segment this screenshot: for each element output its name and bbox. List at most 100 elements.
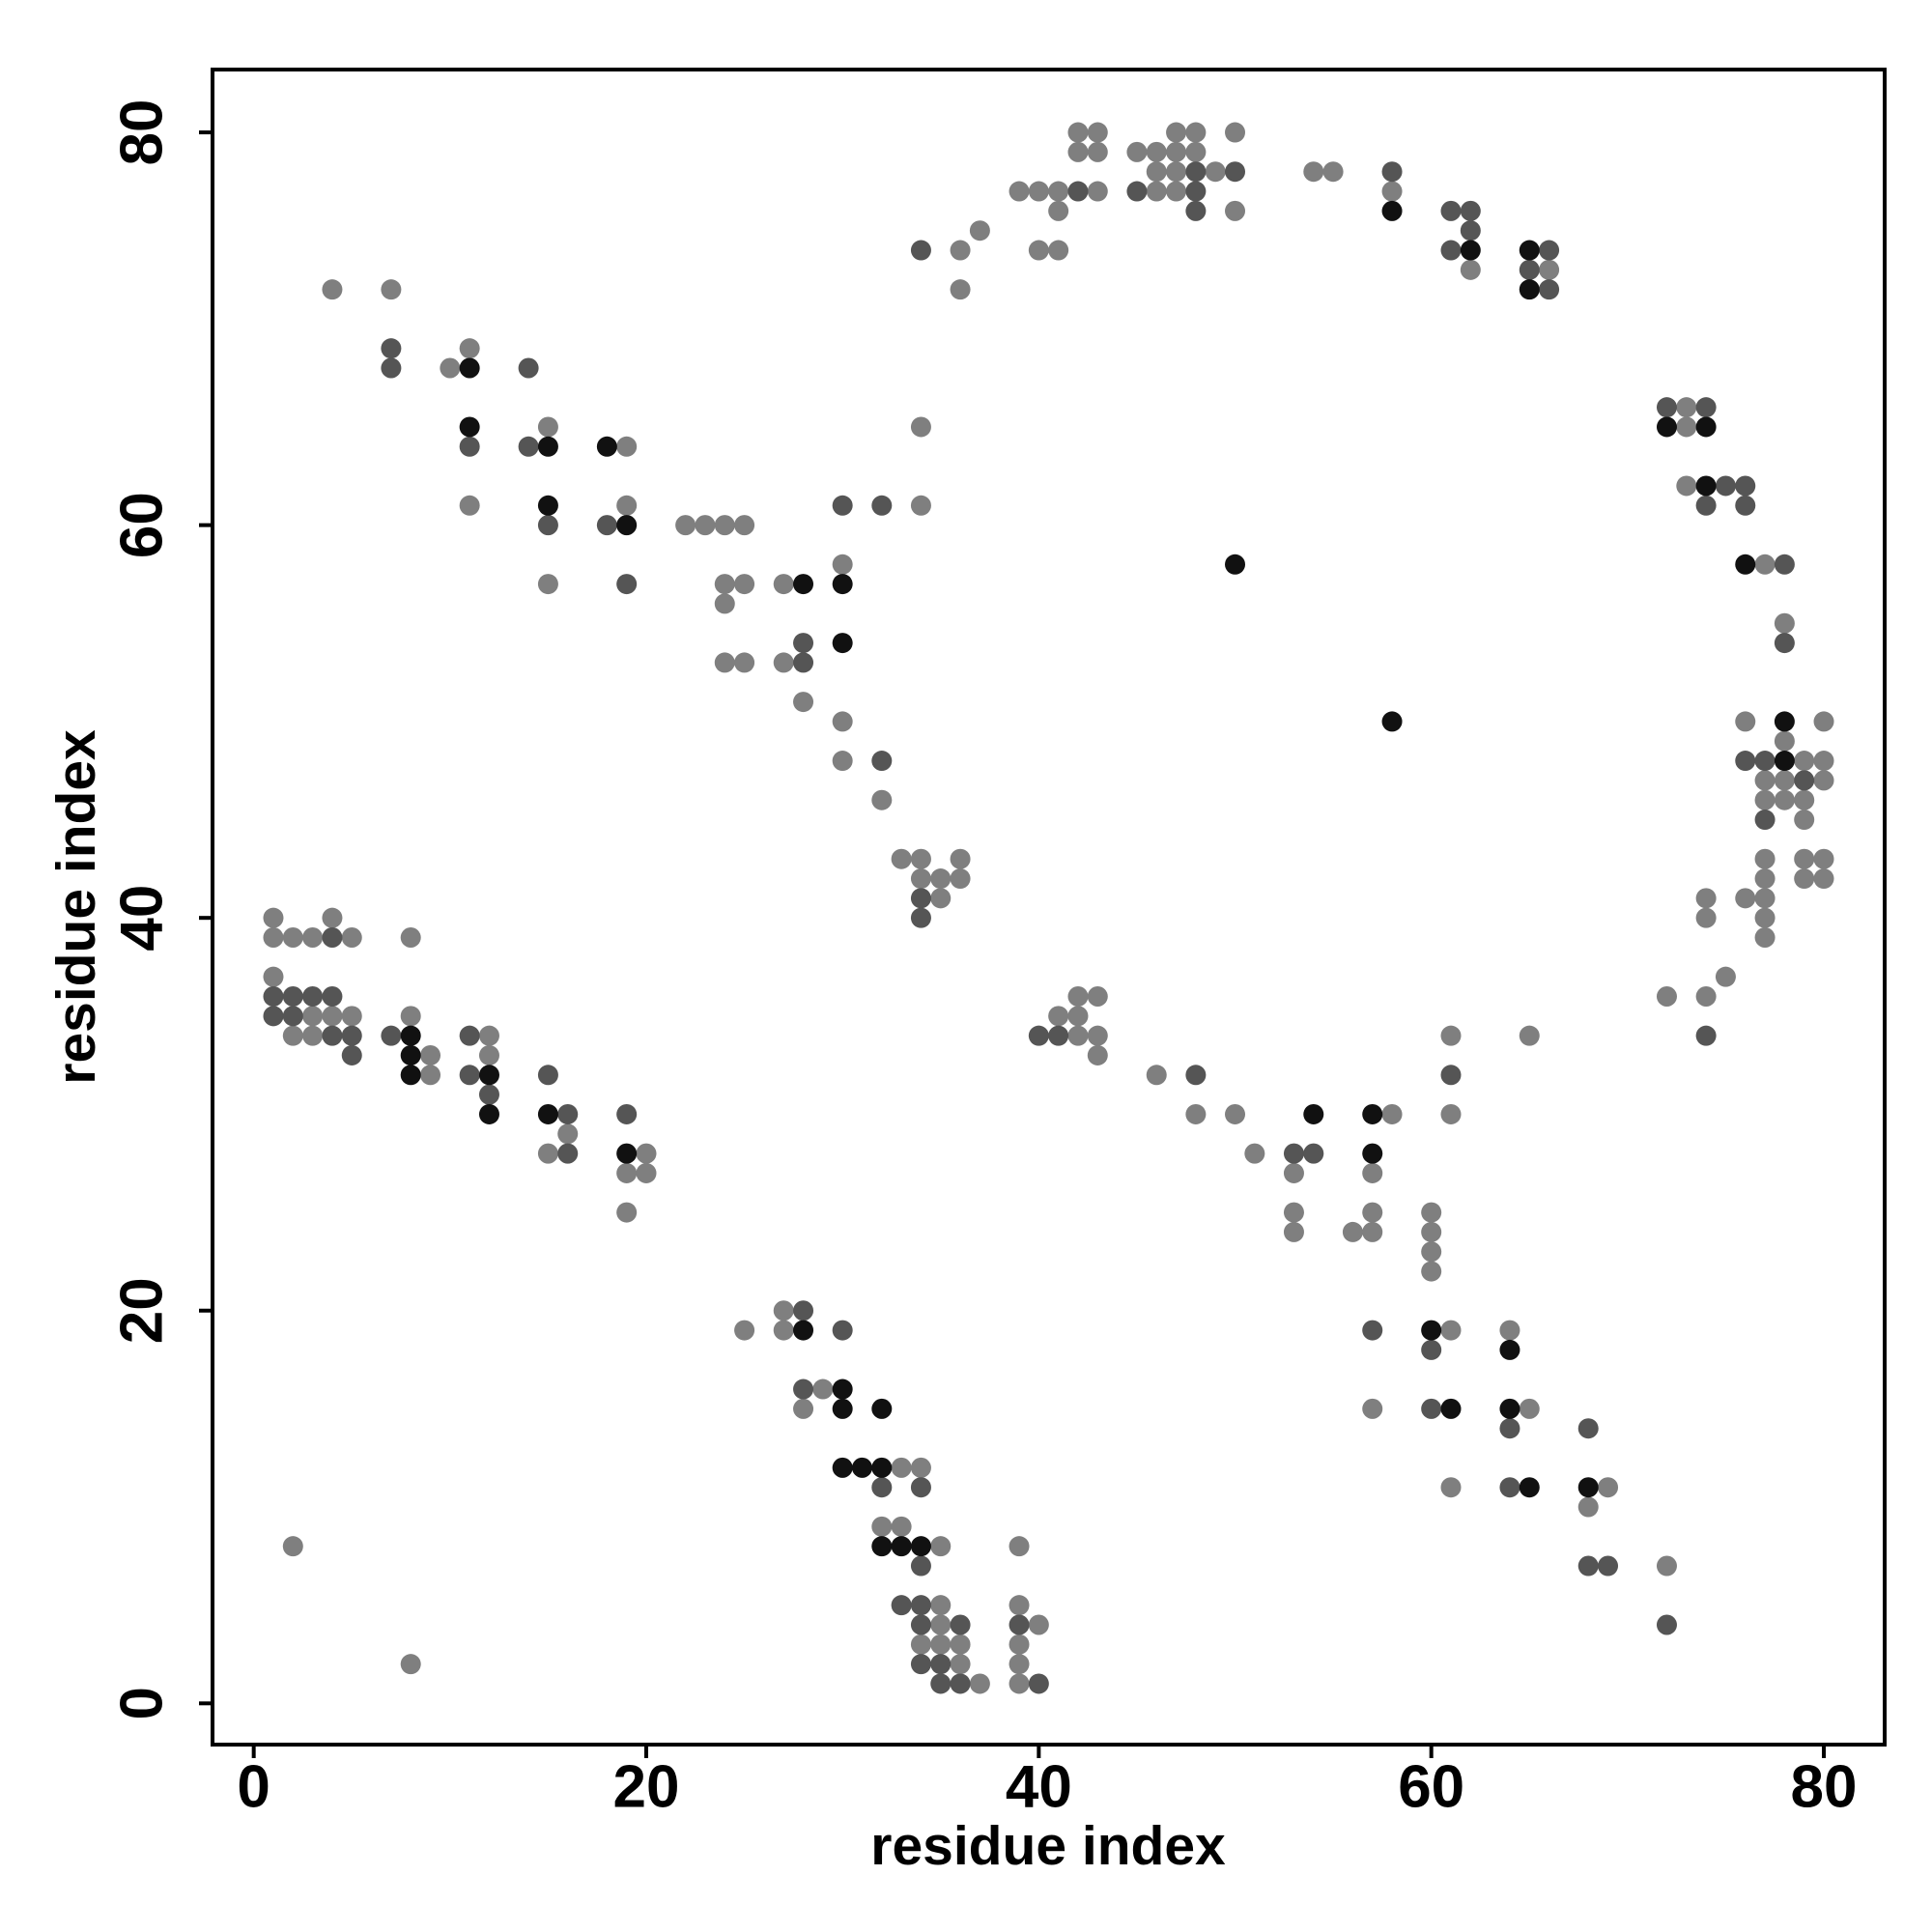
point bbox=[1166, 141, 1187, 162]
point bbox=[1577, 1418, 1599, 1439]
point bbox=[537, 1065, 558, 1086]
point bbox=[1519, 1477, 1540, 1498]
point bbox=[1754, 868, 1776, 890]
point bbox=[537, 1143, 558, 1164]
point bbox=[1048, 1006, 1069, 1027]
x-tick-label: 60 bbox=[1398, 1753, 1464, 1820]
point bbox=[950, 240, 971, 261]
point bbox=[537, 1103, 558, 1124]
point bbox=[1048, 181, 1069, 202]
point bbox=[1774, 751, 1795, 772]
point bbox=[1087, 985, 1108, 1007]
point bbox=[1499, 1320, 1520, 1341]
point bbox=[1577, 1496, 1599, 1518]
point bbox=[1283, 1221, 1304, 1242]
point bbox=[1028, 181, 1049, 202]
point bbox=[1342, 1221, 1363, 1242]
point bbox=[714, 593, 735, 614]
point bbox=[832, 495, 853, 516]
point bbox=[263, 966, 284, 987]
point bbox=[910, 1595, 931, 1616]
point bbox=[322, 1025, 343, 1046]
point bbox=[1735, 711, 1756, 732]
point bbox=[1283, 1202, 1304, 1223]
point bbox=[1440, 1025, 1462, 1046]
point bbox=[910, 240, 931, 261]
point bbox=[381, 357, 402, 379]
point bbox=[1166, 181, 1187, 202]
point bbox=[1146, 1065, 1167, 1086]
point bbox=[1598, 1555, 1619, 1577]
point bbox=[1735, 888, 1756, 909]
point bbox=[930, 868, 952, 890]
point bbox=[596, 436, 617, 457]
point bbox=[518, 357, 539, 379]
point bbox=[440, 357, 461, 379]
point bbox=[263, 985, 284, 1007]
point bbox=[1754, 751, 1776, 772]
point bbox=[1695, 907, 1717, 928]
point bbox=[1381, 181, 1403, 202]
point bbox=[341, 1044, 362, 1065]
point bbox=[400, 1065, 421, 1086]
point bbox=[910, 868, 931, 890]
point bbox=[1067, 181, 1089, 202]
point bbox=[1009, 1654, 1030, 1675]
point bbox=[930, 888, 952, 909]
point bbox=[1754, 927, 1776, 949]
point bbox=[1283, 1162, 1304, 1183]
point bbox=[302, 927, 324, 949]
point bbox=[910, 1555, 931, 1577]
point bbox=[910, 848, 931, 869]
point bbox=[832, 1398, 853, 1419]
point bbox=[1225, 200, 1246, 221]
point bbox=[832, 554, 853, 575]
y-tick-label: 40 bbox=[108, 885, 175, 952]
point bbox=[1362, 1162, 1383, 1183]
point bbox=[1421, 1261, 1442, 1282]
point bbox=[871, 1536, 893, 1557]
point bbox=[1695, 397, 1717, 418]
point bbox=[636, 1143, 657, 1164]
point bbox=[832, 574, 853, 595]
point bbox=[1499, 1398, 1520, 1419]
point bbox=[616, 436, 638, 457]
point bbox=[714, 652, 735, 673]
y-tick-label: 0 bbox=[108, 1687, 175, 1719]
point bbox=[1794, 868, 1815, 890]
point bbox=[1519, 1398, 1540, 1419]
point bbox=[420, 1044, 441, 1065]
point bbox=[1460, 200, 1481, 221]
point bbox=[793, 652, 814, 673]
point bbox=[616, 1143, 638, 1164]
point bbox=[1499, 1477, 1520, 1498]
point bbox=[400, 1044, 421, 1065]
point bbox=[1166, 122, 1187, 143]
point bbox=[1381, 200, 1403, 221]
point bbox=[381, 279, 402, 300]
point bbox=[616, 1162, 638, 1183]
point bbox=[1440, 1065, 1462, 1086]
point bbox=[871, 1516, 893, 1537]
point bbox=[1695, 985, 1717, 1007]
point bbox=[322, 985, 343, 1007]
point bbox=[400, 1654, 421, 1675]
point bbox=[832, 751, 853, 772]
y-axis-title: residue index bbox=[45, 729, 107, 1085]
point bbox=[1774, 730, 1795, 752]
point bbox=[773, 574, 794, 595]
point bbox=[400, 927, 421, 949]
point bbox=[1009, 1673, 1030, 1694]
point bbox=[1656, 985, 1677, 1007]
point bbox=[478, 1103, 499, 1124]
point bbox=[773, 652, 794, 673]
point bbox=[1028, 240, 1049, 261]
point bbox=[950, 1654, 971, 1675]
point bbox=[537, 495, 558, 516]
point bbox=[1421, 1241, 1442, 1263]
point bbox=[1225, 161, 1246, 183]
point bbox=[1754, 554, 1776, 575]
point bbox=[1225, 554, 1246, 575]
point bbox=[322, 927, 343, 949]
